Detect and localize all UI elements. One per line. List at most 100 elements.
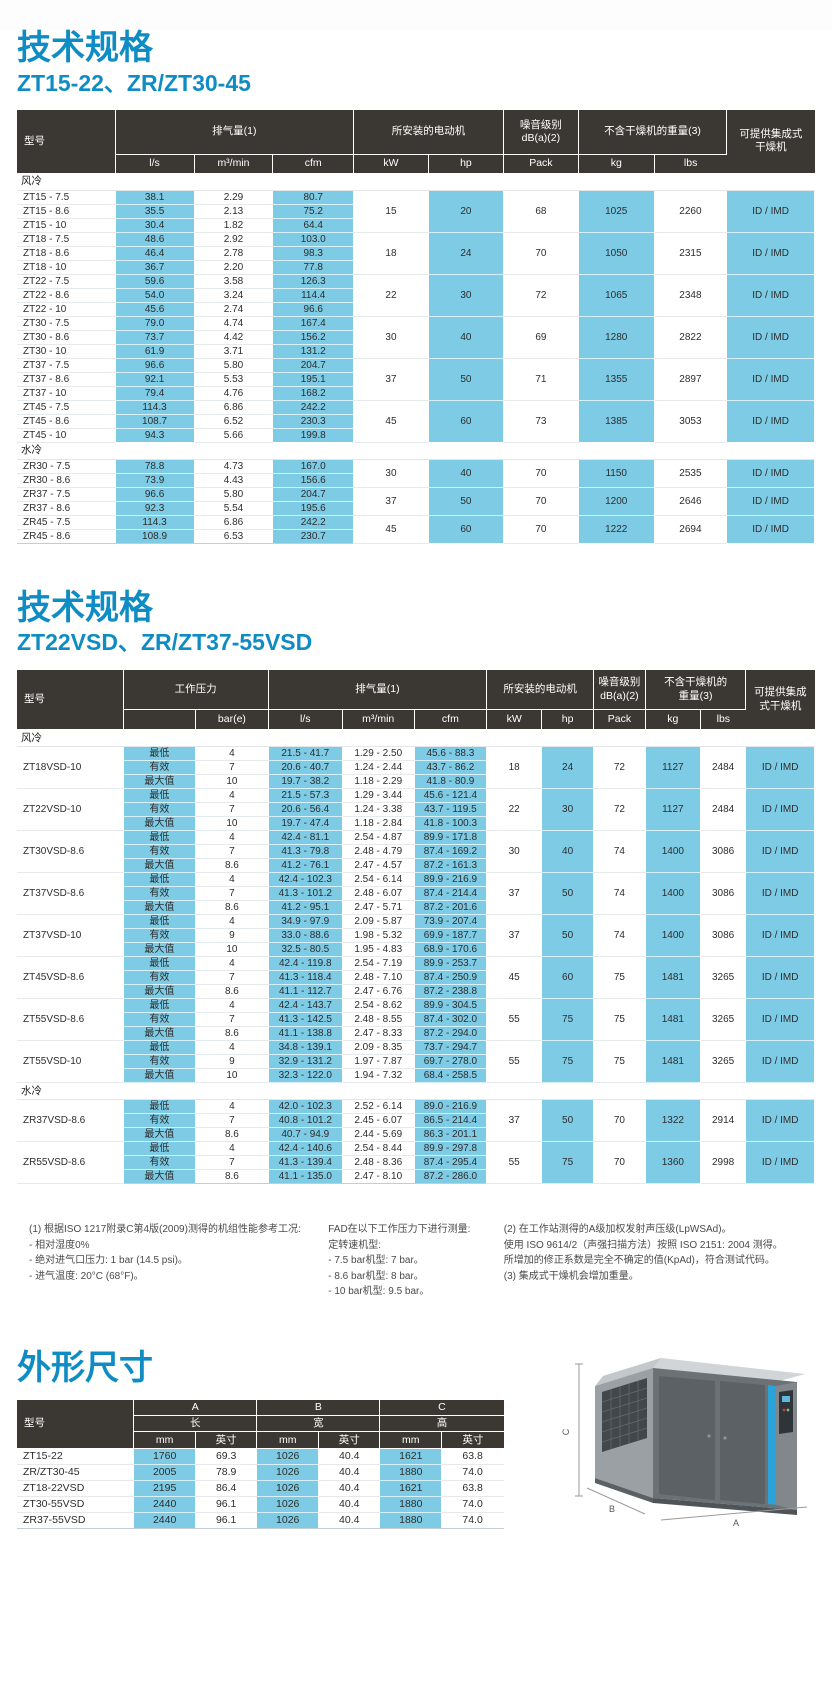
noise-pack-cell: 70 bbox=[593, 1141, 646, 1185]
section1-subtitle: ZT15-22、ZR/ZT30-45 bbox=[17, 69, 251, 96]
motor-hp-cell: 20 bbox=[428, 190, 504, 233]
footnote-column-2: FAD在以下工作压力下进行测量: 定转速机型: - 7.5 bar机型: 7 bar… bbox=[328, 1222, 504, 1300]
pressure-type-cell: 有效 bbox=[123, 1155, 197, 1171]
fad-ls-cell: 32.9 - 131.2 bbox=[268, 1054, 343, 1070]
height-mm-cell: 1880 bbox=[379, 1496, 443, 1514]
model-cell: ZR37 - 8.6 bbox=[17, 501, 116, 516]
pressure-type-cell: 最大值 bbox=[123, 984, 197, 1000]
pressure-type-cell: 有效 bbox=[123, 760, 197, 776]
pressure-type-cell: 最低 bbox=[123, 956, 197, 972]
fad-ls-cell: 41.3 - 118.4 bbox=[268, 970, 343, 986]
fad-cfm-cell: 43.7 - 86.2 bbox=[414, 760, 488, 776]
fad-cfm-cell: 103.0 bbox=[272, 232, 354, 247]
fad-cfm-cell: 89.9 - 304.5 bbox=[414, 998, 488, 1014]
fad-m3min-cell: 1.29 - 2.50 bbox=[342, 746, 415, 762]
cooling-section-label: 风冷 bbox=[17, 173, 815, 191]
width-inch-cell: 40.4 bbox=[318, 1512, 381, 1530]
header-model: 型号 bbox=[17, 110, 116, 174]
fad-m3min-cell: 4.43 bbox=[194, 473, 274, 488]
fad-ls-cell: 41.3 - 101.2 bbox=[268, 886, 343, 902]
weight-lbs-cell: 3086 bbox=[700, 872, 747, 916]
pressure-bar-cell: 4 bbox=[195, 956, 269, 972]
spec-row: 最大值 8.6 41.2 - 95.1 2.47 - 5.71 87.2 - 201.6 bbox=[17, 900, 815, 916]
motor-kw-cell: 45 bbox=[353, 515, 429, 544]
dimension-row: ZT30-55VSD 2440 96.1 1026 40.4 1880 74.0 bbox=[17, 1496, 504, 1514]
spec-row: 最大值 10 32.3 - 122.0 1.94 - 7.32 68.4 - 258.5 bbox=[17, 1068, 815, 1084]
pressure-bar-cell: 8.6 bbox=[195, 1127, 269, 1143]
fad-cfm-cell: 98.3 bbox=[272, 246, 354, 261]
fad-cfm-cell: 73.9 - 207.4 bbox=[414, 914, 488, 930]
compressor-illustration: C bbox=[561, 1357, 808, 1528]
dimensions-table: 型号 A B C 长 宽 高 mm 英寸 mm 英寸 bbox=[17, 1399, 504, 1530]
pressure-type-cell: 最低 bbox=[123, 830, 197, 846]
motor-kw-cell: 30 bbox=[486, 830, 543, 874]
pressure-type-cell: 最大值 bbox=[123, 774, 197, 790]
fad-m3min-cell: 2.44 - 5.69 bbox=[342, 1127, 415, 1143]
fad-cfm-cell: 242.2 bbox=[272, 515, 354, 530]
fad-m3min-cell: 3.24 bbox=[194, 288, 274, 303]
section1-title: 技术规格 bbox=[17, 29, 153, 67]
cooling-section-row: 水冷 bbox=[17, 1082, 815, 1101]
fad-ls-cell: 41.3 - 142.5 bbox=[268, 1012, 343, 1028]
weight-lbs-cell: 2260 bbox=[654, 190, 728, 233]
fad-m3min-cell: 2.29 bbox=[194, 190, 274, 205]
fad-m3min-cell: 1.95 - 4.83 bbox=[342, 942, 415, 958]
height-mm-cell: 1621 bbox=[379, 1448, 443, 1466]
spec-row: ZR37VSD-8.6 最低 4 42.0 - 102.3 2.52 - 6.14 89.… bbox=[17, 1099, 815, 1143]
fad-ls-cell: 92.3 bbox=[115, 501, 195, 516]
spec-row: 最大值 8.6 41.1 - 138.8 2.47 - 8.33 87.2 - 294.… bbox=[17, 1026, 815, 1042]
fad-m3min-cell: 2.48 - 4.79 bbox=[342, 844, 415, 860]
fad-cfm-cell: 96.6 bbox=[272, 302, 354, 317]
weight-kg-cell: 1222 bbox=[578, 515, 655, 544]
unit-inch: 英寸 bbox=[195, 1431, 258, 1450]
fad-m3min-cell: 2.13 bbox=[194, 204, 274, 219]
weight-kg-cell: 1481 bbox=[645, 998, 701, 1042]
fad-cfm-cell: 168.2 bbox=[272, 386, 354, 401]
motor-kw-cell: 45 bbox=[353, 400, 429, 443]
length-inch-cell: 86.4 bbox=[195, 1480, 258, 1498]
width-inch-cell: 40.4 bbox=[318, 1480, 381, 1498]
weight-lbs-cell: 2484 bbox=[700, 746, 747, 790]
fad-ls-cell: 42.4 - 119.8 bbox=[268, 956, 343, 972]
weight-kg-cell: 1025 bbox=[578, 190, 655, 233]
fad-ls-cell: 96.6 bbox=[115, 358, 195, 373]
spec-row: ZT30 - 7.5 79.0 4.74 167.4 30 40 69 1280 2822 ID … bbox=[17, 316, 815, 359]
spec-table-vsd: 型号 工作压力 排气量(1) 所安装的电动机 噪音级别 dB(a)(2) 不含干… bbox=[17, 669, 815, 1185]
spec-row: 最大值 10 32.5 - 80.5 1.95 - 4.83 68.9 - 170.6 bbox=[17, 942, 815, 958]
weight-kg-cell: 1400 bbox=[645, 872, 701, 916]
spec-row: 有效 7 20.6 - 40.7 1.24 - 2.44 43.7 - 86.2 bbox=[17, 760, 815, 776]
cooling-section-label: 水冷 bbox=[17, 442, 815, 460]
fad-m3min-cell: 5.66 bbox=[194, 428, 274, 443]
fad-ls-cell: 32.5 - 80.5 bbox=[268, 942, 343, 958]
fad-cfm-cell: 87.2 - 294.0 bbox=[414, 1026, 488, 1042]
header-dryer: 可提供集成 式干燥机 bbox=[745, 669, 815, 731]
height-inch-cell: 74.0 bbox=[441, 1512, 504, 1530]
unit-pack: Pack bbox=[593, 709, 646, 731]
pressure-type-cell: 最低 bbox=[123, 1141, 197, 1157]
noise-pack-cell: 70 bbox=[503, 459, 579, 488]
weight-lbs-cell: 2897 bbox=[654, 358, 728, 401]
fad-cfm-cell: 89.9 - 253.7 bbox=[414, 956, 488, 972]
fad-cfm-cell: 242.2 bbox=[272, 400, 354, 415]
dimension-row: ZT15-22 1760 69.3 1026 40.4 1621 63.8 bbox=[17, 1448, 504, 1466]
figure-label-b: B bbox=[609, 1504, 615, 1514]
spec-row: 有效 7 40.8 - 101.2 2.45 - 6.07 86.5 - 214.4 bbox=[17, 1113, 815, 1129]
pressure-bar-cell: 4 bbox=[195, 872, 269, 888]
fad-ls-cell: 40.8 - 101.2 bbox=[268, 1113, 343, 1129]
dimensions-title: 外形尺寸 bbox=[17, 1348, 153, 1387]
spec-row: ZR30 - 7.5 78.8 4.73 167.0 30 40 70 1150 2535 ID … bbox=[17, 459, 815, 488]
dryer-availability-cell: ID / IMD bbox=[726, 487, 815, 516]
weight-kg-cell: 1127 bbox=[645, 746, 701, 790]
fad-cfm-cell: 87.4 - 302.0 bbox=[414, 1012, 488, 1028]
header-pressure: 工作压力 bbox=[123, 669, 269, 711]
motor-hp-cell: 50 bbox=[541, 914, 595, 958]
motor-hp-cell: 50 bbox=[541, 1099, 595, 1143]
footnote-line: FAD在以下工作压力下进行测量: bbox=[328, 1224, 471, 1236]
pressure-type-cell: 有效 bbox=[123, 886, 197, 902]
weight-kg-cell: 1481 bbox=[645, 956, 701, 1000]
model-cell: ZT22 - 10 bbox=[17, 302, 116, 317]
dryer-availability-cell: ID / IMD bbox=[745, 1040, 815, 1084]
weight-lbs-cell: 3086 bbox=[700, 914, 747, 958]
pressure-type-cell: 有效 bbox=[123, 844, 197, 860]
model-cell: ZT37 - 8.6 bbox=[17, 372, 116, 387]
